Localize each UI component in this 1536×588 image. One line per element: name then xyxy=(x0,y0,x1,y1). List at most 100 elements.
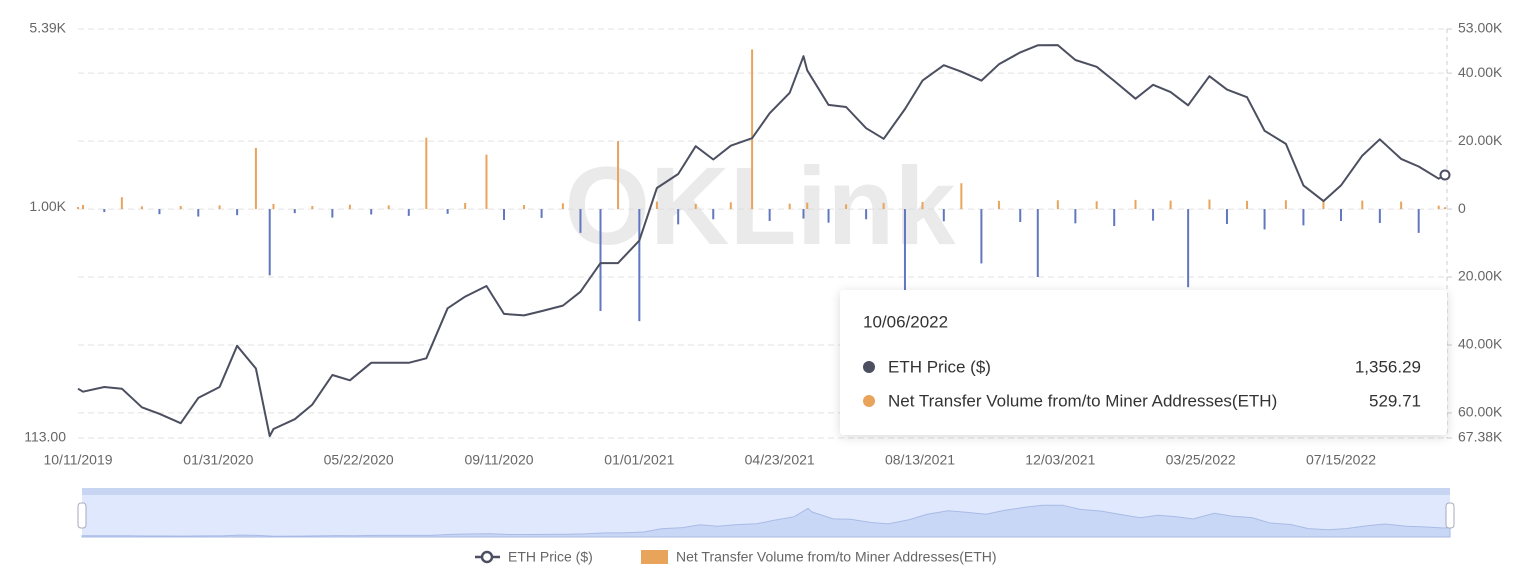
bar xyxy=(485,154,488,210)
bar xyxy=(1036,209,1039,278)
bar xyxy=(1340,209,1343,221)
bar xyxy=(1187,209,1190,288)
navigator-handle[interactable] xyxy=(77,502,87,529)
x-tick-label: 01/01/2021 xyxy=(604,452,674,468)
bar xyxy=(1417,209,1420,233)
bar xyxy=(387,205,390,210)
tooltip-name: Net Transfer Volume from/to Miner Addres… xyxy=(888,391,1277,410)
legend[interactable]: ETH Price ($) Net Transfer Volume from/t… xyxy=(475,549,997,565)
bar xyxy=(1056,200,1059,210)
y2-tick-label: 40.00K xyxy=(1458,336,1503,352)
marks xyxy=(77,44,1451,438)
navigator-area xyxy=(81,504,1451,538)
bar xyxy=(254,147,257,210)
x-tick-label: 08/13/2021 xyxy=(885,452,955,468)
y2-tick-label: 20.00K xyxy=(1458,268,1503,284)
bar xyxy=(158,209,161,215)
tooltip: 10/06/2022 ETH Price ($) 1,356.29 Net Tr… xyxy=(840,290,1447,435)
price-line xyxy=(77,44,1446,438)
bar xyxy=(677,209,680,225)
bar xyxy=(348,204,351,210)
bar xyxy=(120,197,123,210)
bar xyxy=(370,209,373,215)
x-tick-label: 05/22/2020 xyxy=(324,452,394,468)
bar xyxy=(1361,200,1364,210)
grid: 113.00 1.00K 5.39K 53.00K 40.00K 20.00K 0 20.00… xyxy=(24,20,1503,468)
bar xyxy=(218,205,221,210)
y2-tick-label: 67.38K xyxy=(1458,429,1503,445)
bar xyxy=(1208,199,1211,210)
bar xyxy=(268,209,271,276)
bar xyxy=(197,209,200,217)
bar xyxy=(1225,209,1228,225)
bar xyxy=(1322,199,1325,210)
bar xyxy=(1113,209,1116,227)
bar xyxy=(311,206,314,210)
bar xyxy=(788,203,791,210)
x-tick-label: 10/11/2019 xyxy=(43,452,112,468)
legend-label[interactable]: ETH Price ($) xyxy=(508,549,593,565)
bar xyxy=(82,204,85,210)
bar xyxy=(272,203,275,210)
bar xyxy=(179,206,182,210)
tooltip-dot xyxy=(863,395,875,407)
bar xyxy=(407,209,410,216)
bar xyxy=(827,209,830,223)
x-tick-label: 04/23/2021 xyxy=(745,452,815,468)
bar xyxy=(882,202,885,210)
watermark: OKLink xyxy=(564,145,956,268)
bar xyxy=(1263,209,1266,230)
x-tick-label: 03/25/2022 xyxy=(1166,452,1236,468)
bar xyxy=(694,203,697,210)
bar xyxy=(997,200,1000,210)
x-tick-label: 01/31/2020 xyxy=(183,452,253,468)
bar xyxy=(1400,201,1403,210)
bar xyxy=(1284,200,1287,210)
bar xyxy=(865,209,868,220)
bar xyxy=(768,209,771,221)
tooltip-dot xyxy=(863,361,875,373)
y2-tick-label: 53.00K xyxy=(1458,20,1503,36)
bar xyxy=(1095,201,1098,210)
bar xyxy=(980,209,983,264)
bar xyxy=(617,141,620,210)
x-tick-label: 07/15/2022 xyxy=(1306,452,1376,468)
bar xyxy=(1169,200,1172,210)
navigator-bar[interactable] xyxy=(82,488,1450,495)
y2-tick-label: 20.00K xyxy=(1458,132,1503,148)
y-tick-label: 113.00 xyxy=(24,429,66,445)
bar xyxy=(751,49,754,210)
bar xyxy=(806,202,809,210)
bar xyxy=(599,209,602,311)
bar xyxy=(712,209,715,220)
legend-label[interactable]: Net Transfer Volume from/to Miner Addres… xyxy=(676,549,997,565)
bar xyxy=(464,202,467,210)
legend-swatch xyxy=(641,550,668,564)
bar xyxy=(425,137,428,210)
bar xyxy=(540,209,543,218)
end-marker xyxy=(1439,169,1451,181)
navigator-handle[interactable] xyxy=(1445,502,1455,529)
tooltip-box xyxy=(840,290,1447,435)
bar xyxy=(1302,209,1305,226)
bar xyxy=(77,207,79,210)
x-tick-label: 12/03/2021 xyxy=(1025,452,1095,468)
y2-tick-label: 60.00K xyxy=(1458,404,1503,420)
bar xyxy=(921,201,924,210)
bar xyxy=(1378,209,1381,224)
x-tick-label: 09/11/2020 xyxy=(464,452,533,468)
bar xyxy=(579,209,582,233)
bar xyxy=(103,209,106,213)
bar xyxy=(293,209,296,214)
y-tick-label: 5.39K xyxy=(29,20,66,36)
tooltip-name: ETH Price ($) xyxy=(888,357,991,376)
bar xyxy=(1246,200,1249,210)
bar xyxy=(1437,205,1440,210)
bar xyxy=(960,183,963,210)
bar xyxy=(845,204,848,210)
bar xyxy=(1134,199,1137,210)
bar xyxy=(1152,209,1155,221)
bar xyxy=(1444,207,1446,210)
navigator[interactable] xyxy=(77,488,1455,538)
bar xyxy=(638,209,641,322)
